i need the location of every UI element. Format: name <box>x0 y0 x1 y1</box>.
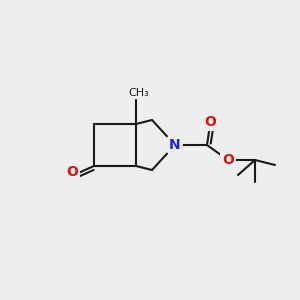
Text: CH₃: CH₃ <box>128 88 149 98</box>
Text: N: N <box>169 138 181 152</box>
Text: O: O <box>204 115 216 129</box>
Text: O: O <box>222 153 234 167</box>
Text: O: O <box>66 165 78 179</box>
